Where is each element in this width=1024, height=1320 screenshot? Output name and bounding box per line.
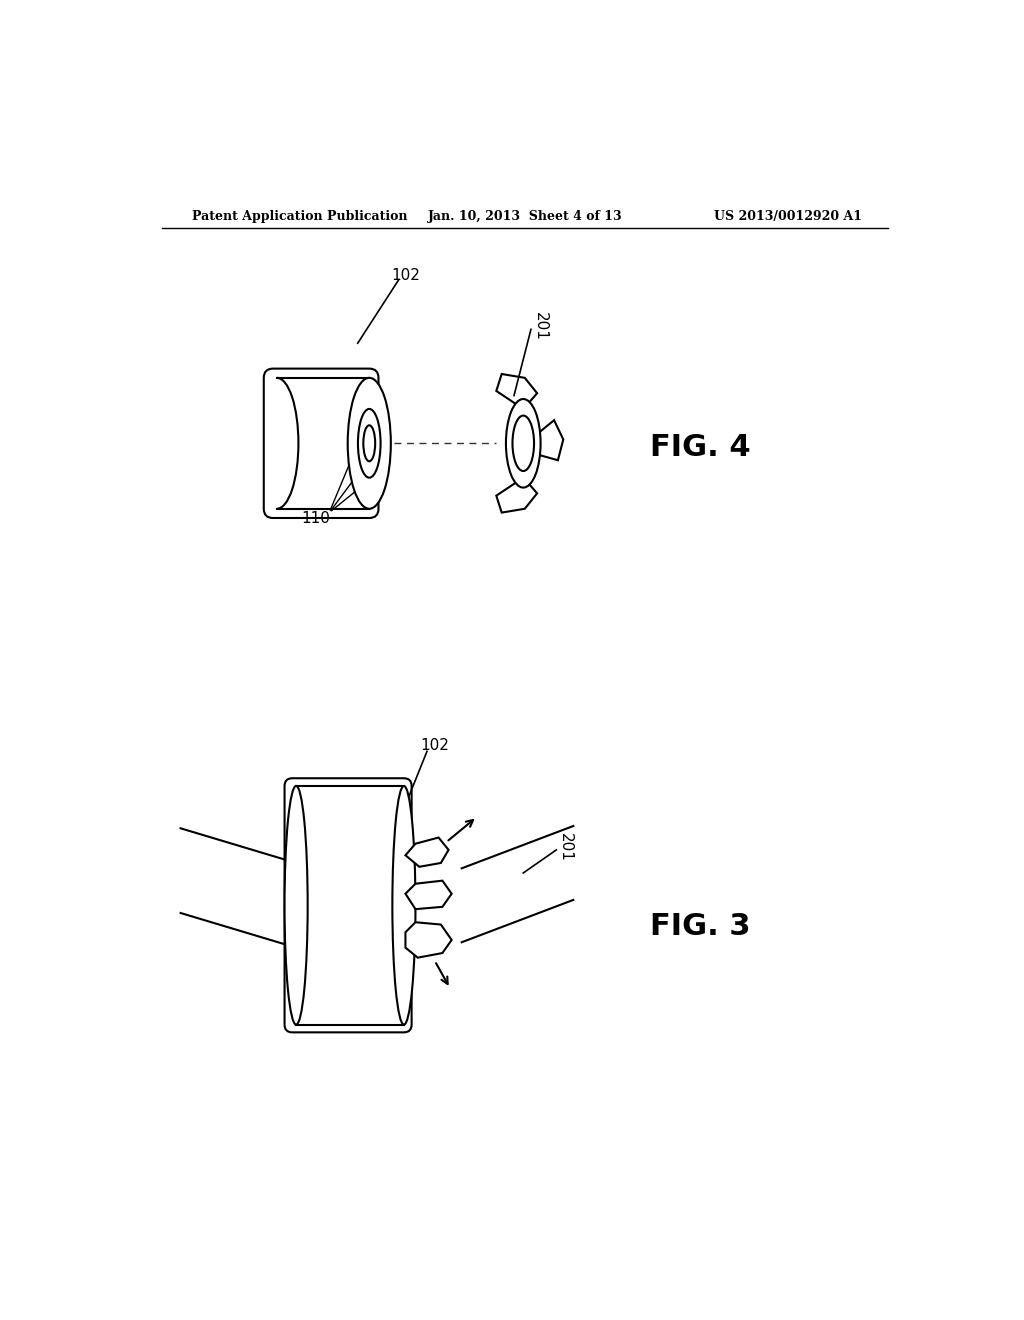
Polygon shape: [538, 420, 563, 461]
Polygon shape: [406, 880, 452, 909]
Text: FIG. 4: FIG. 4: [650, 433, 751, 462]
Text: 201: 201: [532, 312, 548, 341]
Text: 102: 102: [420, 738, 450, 752]
Text: Jan. 10, 2013  Sheet 4 of 13: Jan. 10, 2013 Sheet 4 of 13: [427, 210, 623, 223]
Text: Patent Application Publication: Patent Application Publication: [193, 210, 408, 223]
Ellipse shape: [392, 785, 416, 1024]
Ellipse shape: [512, 416, 535, 471]
Polygon shape: [497, 482, 538, 512]
Text: 110: 110: [301, 511, 330, 527]
Ellipse shape: [285, 785, 307, 1024]
FancyBboxPatch shape: [264, 368, 379, 517]
Polygon shape: [406, 923, 452, 958]
Ellipse shape: [348, 378, 391, 508]
Text: 201: 201: [558, 833, 573, 862]
FancyBboxPatch shape: [285, 779, 412, 1032]
Text: 102: 102: [392, 268, 421, 282]
Ellipse shape: [364, 425, 375, 461]
Text: US 2013/0012920 A1: US 2013/0012920 A1: [714, 210, 862, 223]
Text: FIG. 3: FIG. 3: [650, 912, 751, 941]
Polygon shape: [406, 837, 449, 867]
Polygon shape: [497, 374, 538, 405]
Ellipse shape: [506, 399, 541, 487]
Ellipse shape: [358, 409, 381, 478]
